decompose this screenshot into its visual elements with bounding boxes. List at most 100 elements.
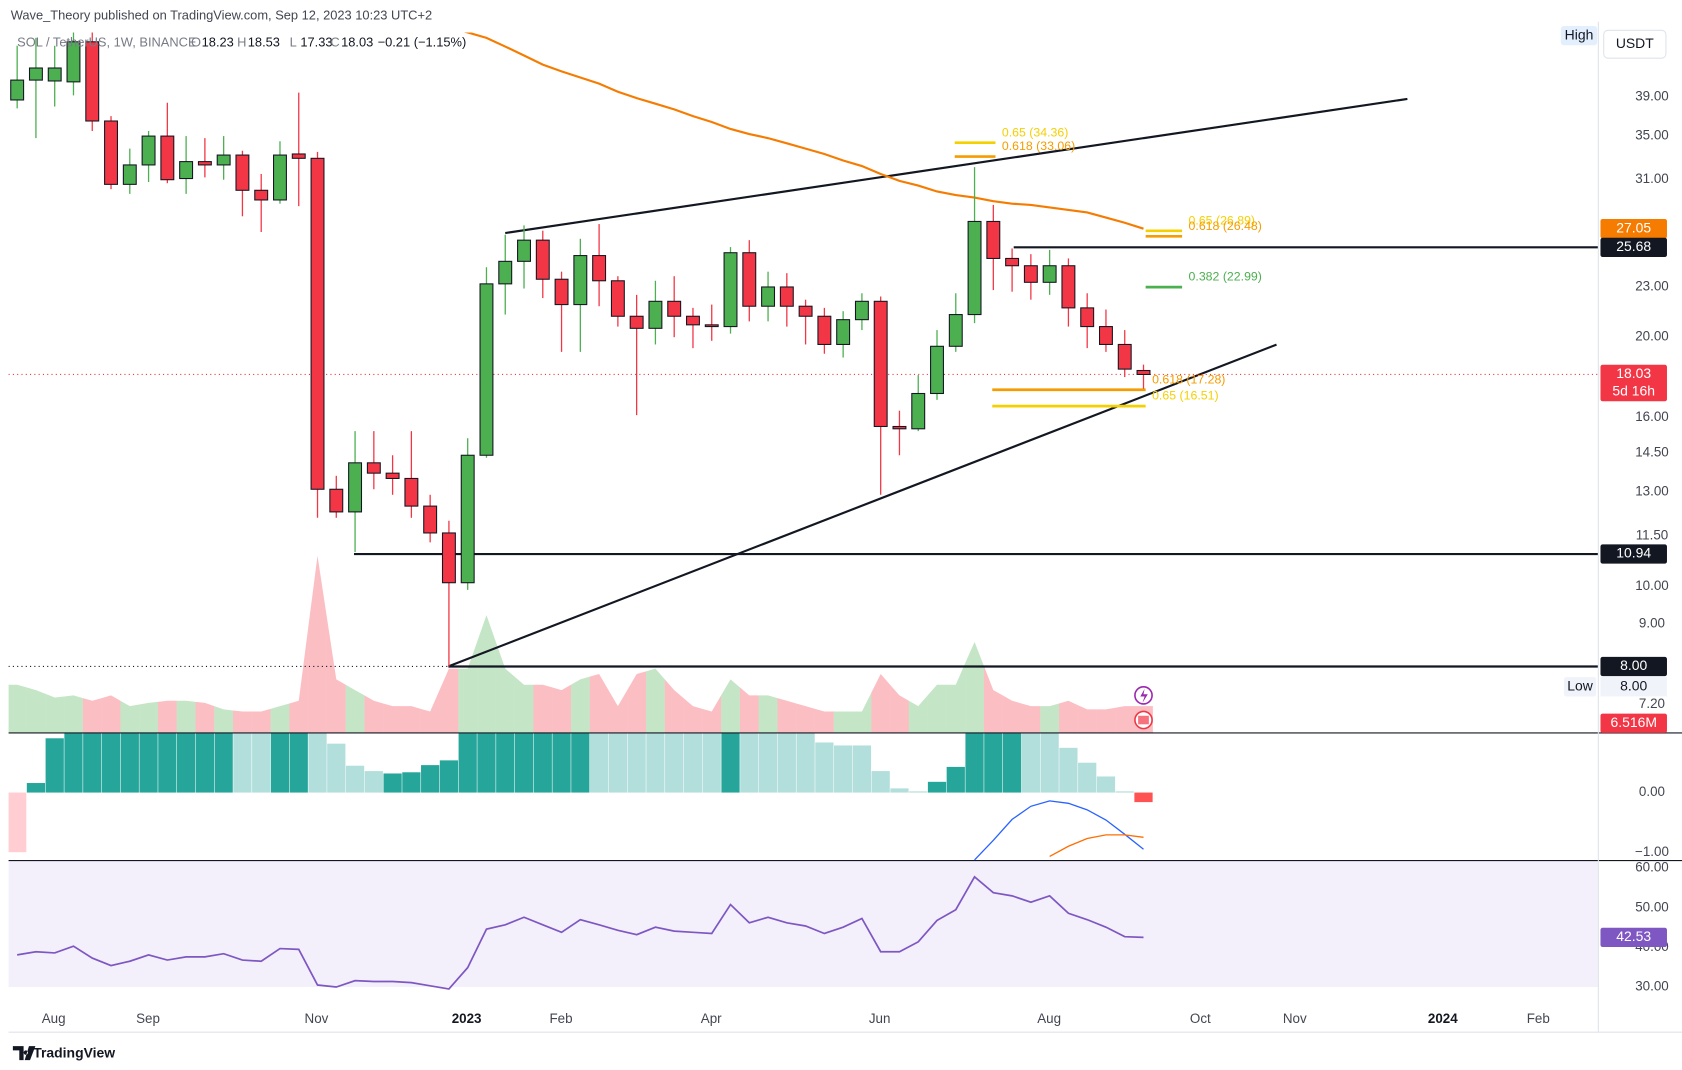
macd-histogram-bar: [909, 791, 928, 793]
brand: TradingView: [33, 1044, 115, 1060]
fib-label: 0.618 (26.48): [1189, 219, 1262, 233]
candle-body: [554, 278, 569, 306]
volume-area: [157, 700, 177, 733]
volume-area: [514, 676, 534, 733]
ohlc-value: 18.03: [341, 35, 373, 50]
macd-histogram-bar: [890, 788, 909, 793]
fib-label: 0.65 (26.89): [1189, 213, 1255, 227]
candle-body: [573, 255, 588, 306]
price-tick-label: 35.00: [1635, 128, 1669, 143]
volume-area: [1096, 707, 1116, 733]
macd-histogram-bar: [796, 732, 815, 793]
candle-body: [254, 189, 269, 201]
macd-histogram-bar: [852, 745, 872, 793]
rsi-tick-label: 30.00: [1635, 979, 1669, 994]
candle-body: [385, 472, 400, 479]
volume-area: [439, 668, 459, 733]
macd-histogram-bar: [702, 732, 721, 793]
macd-histogram-bar: [1134, 792, 1153, 803]
volume-area: [82, 698, 102, 733]
candle-body: [28, 67, 43, 81]
volume-area: [420, 690, 440, 733]
macd-histogram-bar: [571, 732, 590, 793]
volume-area: [552, 684, 571, 733]
candle-body: [1080, 307, 1095, 328]
volume-area: [852, 692, 872, 733]
macd-histogram-bar: [1002, 732, 1022, 793]
candle-body: [141, 135, 156, 166]
candle-body: [779, 286, 794, 307]
ohlc-value: 18.23: [202, 35, 234, 50]
macd-histogram-bar: [158, 732, 177, 793]
candle-body: [197, 161, 212, 166]
candle-body: [667, 300, 682, 317]
volume-area: [477, 615, 496, 733]
macd-histogram-bar: [139, 732, 158, 793]
macd-histogram-bar: [402, 772, 421, 793]
candle-body: [854, 300, 869, 321]
candle-body: [423, 505, 438, 534]
fib-label: 0.382 (22.99): [1189, 270, 1262, 284]
candle-body: [930, 345, 944, 395]
volume-area: [1021, 703, 1041, 733]
candle-body: [592, 255, 607, 282]
volume-area: [45, 693, 65, 733]
macd-histogram-bar: [383, 773, 402, 793]
candle-body: [1061, 265, 1076, 309]
fib-label: 0.65 (34.36): [1002, 125, 1068, 139]
candle-body: [948, 314, 963, 347]
x-tick-label: Aug: [1037, 1011, 1061, 1026]
volume-area: [101, 695, 121, 733]
candle-body: [629, 315, 644, 329]
high-label: High: [1565, 26, 1594, 42]
candle-body: [986, 220, 1001, 259]
volume-pane: [8, 555, 1153, 733]
macd-histogram-bar: [646, 732, 665, 793]
volume-tag-bg: [1600, 713, 1667, 733]
candle-body: [366, 462, 381, 474]
macd-histogram-bar: [458, 732, 477, 793]
volume-area: [908, 695, 928, 733]
volume-area: [608, 690, 628, 733]
candle-body: [836, 319, 851, 345]
macd-histogram-bar: [214, 732, 233, 793]
macd-histogram-bar: [308, 732, 327, 793]
countdown: 5d 16h: [1612, 382, 1655, 398]
candle-body: [704, 324, 719, 328]
ohlc-letter: O: [191, 35, 201, 50]
volume-area: [308, 555, 327, 733]
ohlc-letter: H: [237, 35, 246, 50]
macd-histogram-bar: [984, 732, 1003, 793]
macd-histogram-bar: [533, 732, 552, 793]
candle-body: [122, 164, 137, 185]
macd-histogram-bar: [815, 742, 834, 793]
low-label: Low: [1567, 677, 1594, 693]
candle-body: [291, 153, 306, 159]
rsi-tag-bg: [1600, 927, 1667, 947]
volume-area: [927, 684, 947, 733]
x-tick-label: Feb: [549, 1011, 572, 1026]
macd-histogram-bar: [8, 792, 27, 853]
x-tick-label: Apr: [701, 1011, 722, 1026]
event-flag: [1138, 715, 1149, 725]
currency-button[interactable]: [1603, 29, 1667, 59]
price-tick-label: 7.20: [1639, 696, 1665, 711]
macd-histogram-bar: [721, 732, 740, 793]
x-tick-label: 2023: [452, 1011, 482, 1026]
macd-histogram-bar: [927, 781, 947, 793]
candle-body: [967, 220, 982, 316]
candle-body: [742, 252, 757, 307]
volume-area: [1077, 705, 1097, 733]
candle-body: [517, 239, 531, 262]
volume-area: [326, 617, 346, 733]
candle-body: [235, 154, 250, 191]
volume-area: [270, 703, 290, 733]
candle-body: [273, 154, 287, 201]
publisher: Wave_Theory published on TradingView.com…: [11, 8, 432, 23]
candle-body: [685, 315, 700, 326]
level-tag-bg: [1600, 237, 1667, 258]
volume-area: [702, 695, 722, 733]
rsi-tick-label: 60.00: [1635, 860, 1669, 875]
